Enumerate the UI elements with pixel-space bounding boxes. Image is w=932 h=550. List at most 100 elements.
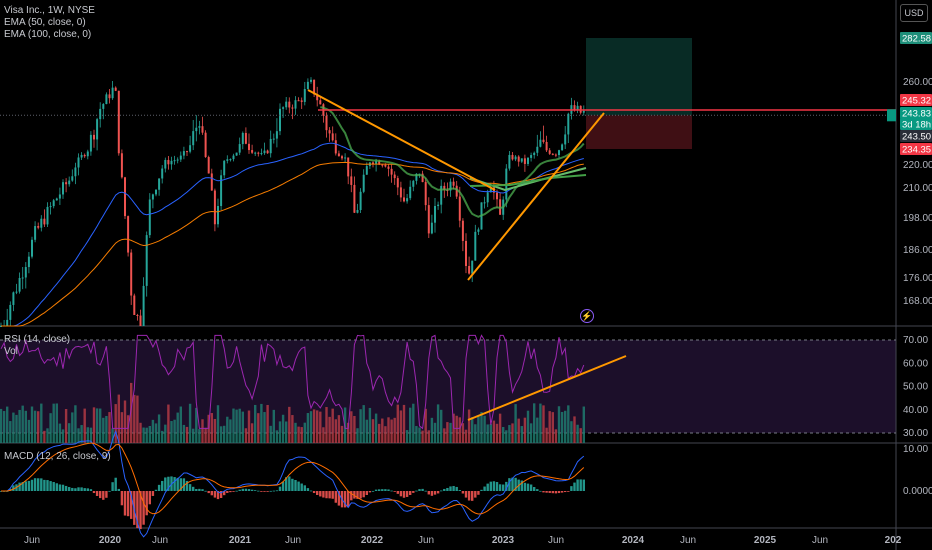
candle-body (310, 79, 312, 82)
macd-histogram-bar (130, 491, 133, 519)
price-tick-label: 168.00 (903, 296, 932, 307)
candles (0, 77, 585, 327)
volume-bar (557, 406, 561, 443)
macd-histogram-bar (449, 486, 452, 491)
macd-histogram-bar (161, 480, 164, 491)
volume-bar (415, 426, 418, 443)
rsi-band (0, 340, 896, 433)
volume-bar (533, 403, 536, 443)
candle-body (545, 141, 548, 151)
volume-bar (269, 425, 272, 443)
volume-bar (83, 408, 86, 443)
candle-body (378, 161, 381, 165)
macd-histogram-bar (108, 490, 111, 492)
candle-body (55, 198, 58, 201)
macd-histogram-bar (452, 485, 455, 491)
candle-body (437, 204, 440, 207)
candle-body (155, 189, 157, 195)
candle-body (37, 226, 40, 228)
candle-body (561, 144, 564, 151)
volume-bars (0, 382, 585, 443)
candle-body (313, 79, 316, 95)
macd-histogram-bar (415, 490, 418, 492)
macd-histogram-bar (260, 491, 263, 492)
x-tick-label: 2020 (99, 535, 122, 546)
volume-bar (536, 417, 539, 443)
candle-body (489, 187, 492, 193)
volume-bar (114, 404, 117, 443)
candle-body (254, 152, 257, 154)
candle-body (365, 166, 368, 175)
macd-histogram-bar (455, 486, 458, 491)
volume-bar (474, 424, 477, 443)
candle-body (282, 107, 285, 109)
macd-histogram-bar (390, 490, 393, 492)
lightning-icon[interactable]: ⚡ (580, 309, 594, 323)
volume-bar (421, 430, 424, 443)
volume-bar (303, 422, 306, 443)
candle-body (257, 152, 260, 154)
candle-body (217, 206, 219, 225)
volume-bar (161, 430, 164, 443)
volume-bar (384, 426, 387, 443)
candle-body (511, 154, 514, 160)
macd-histogram-bar (216, 491, 220, 500)
macd-histogram-bar (427, 491, 430, 495)
candle-body (337, 153, 340, 157)
volume-bar (55, 403, 58, 443)
candle-body (350, 176, 353, 185)
candle-body (542, 139, 545, 142)
macd-histogram-bar (533, 487, 536, 491)
volume-bar (576, 424, 579, 443)
volume-bar (495, 423, 499, 443)
macd-histogram-bar (102, 491, 105, 500)
macd-histogram-bar (201, 489, 204, 491)
candle-body (412, 180, 415, 187)
macd-histogram-bar (74, 488, 77, 491)
candle-body (93, 134, 95, 140)
vol-title: Vol (4, 346, 18, 357)
volume-bar (334, 419, 337, 443)
macd-histogram-bar (148, 491, 151, 505)
candle-body (148, 199, 151, 236)
macd-histogram-bar (567, 491, 570, 492)
candle-body (176, 159, 179, 161)
macd-histogram-bar (306, 488, 310, 491)
volume-bar (195, 407, 198, 443)
volume-bar (176, 412, 179, 443)
volume-bar (86, 427, 89, 443)
candle-body (83, 154, 86, 157)
candle-body (62, 182, 64, 195)
candle-body (455, 185, 458, 197)
candle-body (334, 140, 337, 154)
volume-bar (6, 406, 9, 443)
macd-histogram-bar (582, 479, 585, 491)
volume-bar (40, 403, 43, 443)
macd-histogram-bar (92, 491, 96, 494)
macd-histogram-bar (83, 488, 86, 491)
candle-body (430, 222, 433, 234)
volume-bar (548, 411, 551, 443)
macd-histogram-bar (300, 483, 303, 491)
candle-body (306, 81, 309, 90)
candle-body (89, 134, 92, 152)
macd-histogram-bar (440, 490, 443, 492)
macd-histogram-bar (247, 489, 251, 491)
macd-histogram-bar (43, 479, 46, 491)
x-tick-label: 2022 (361, 535, 384, 546)
macd-histogram-bar (334, 491, 337, 503)
volume-bar (151, 419, 155, 443)
price-tick-label: 198.00 (903, 213, 932, 224)
price-tag: 243.83 (900, 107, 932, 120)
macd-histogram-bar (353, 491, 356, 499)
candle-body (554, 154, 557, 156)
volume-bar (511, 423, 514, 443)
x-tick-label: Jun (24, 535, 40, 546)
candle-body (434, 206, 436, 223)
candle-body (244, 132, 247, 144)
currency-button[interactable]: USD (900, 4, 928, 22)
macd-histogram-bar (489, 481, 492, 491)
candle-body (384, 164, 387, 167)
candle-body (530, 155, 533, 158)
